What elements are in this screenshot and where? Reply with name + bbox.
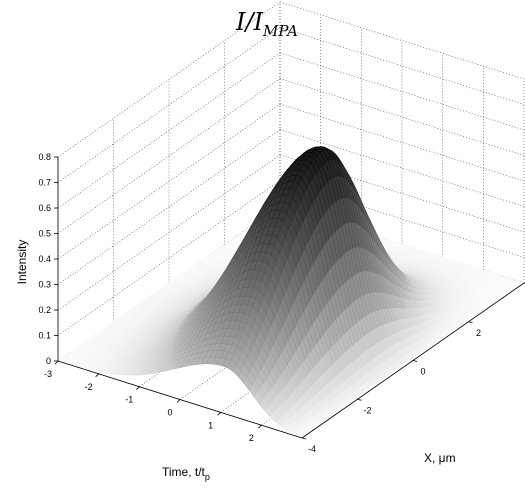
grid-line-back-wall-z-6 xyxy=(279,52,525,131)
x-tick-mark-0 xyxy=(54,360,59,365)
grid-line-back-wall-z-7 xyxy=(279,27,525,105)
z-tick-label-6: 0.6 xyxy=(38,203,51,213)
x-tick-label-2: -1 xyxy=(125,395,133,405)
z-tick-label-8: 0.8 xyxy=(38,152,51,162)
grid-line-left-wall-z-3 xyxy=(57,129,281,285)
grid-line-back-wall-z-5 xyxy=(279,78,525,156)
x-tick-label-0: -3 xyxy=(44,369,52,379)
surface-layer xyxy=(57,146,525,438)
z-tick-label-4: 0.4 xyxy=(38,254,51,264)
grid-line-left-wall-z-8 xyxy=(57,1,281,158)
x-axis-label-subscript: p xyxy=(205,472,210,482)
x-tick-mark-1 xyxy=(95,373,99,378)
z-tick-label-3: 0.3 xyxy=(38,280,51,290)
grid-line-left-wall-z-7 xyxy=(57,27,281,183)
z-tick-label-2: 0.2 xyxy=(38,305,51,315)
y-tick-label-3: 2 xyxy=(476,328,481,338)
x-tick-mark-4 xyxy=(217,412,221,416)
grid-line-back-wall-z-3 xyxy=(279,129,525,207)
grid-line-back-wall-z-8 xyxy=(279,1,525,80)
x-tick-mark-5 xyxy=(258,424,262,429)
grid-line-back-wall-z-4 xyxy=(279,103,525,182)
y-tick-label-0: -4 xyxy=(308,444,316,454)
x-tick-mark-2 xyxy=(136,386,140,390)
z-axis-label: Intensity xyxy=(15,240,29,285)
y-axis-label: X, μm xyxy=(424,451,456,465)
grid-line-left-wall-z-1 xyxy=(57,180,281,336)
x-axis-label: Time, t/tp xyxy=(162,465,210,482)
y-tick-mark-2 xyxy=(412,360,418,362)
z-tick-label-0: 0 xyxy=(46,356,51,366)
y-tick-mark-0 xyxy=(301,437,307,440)
z-tick-label-5: 0.5 xyxy=(38,229,51,239)
x-tick-mark-3 xyxy=(176,399,181,403)
x-axis-label-main: Time, t/t xyxy=(162,465,206,479)
y-tick-label-1: -2 xyxy=(363,405,371,415)
y-tick-label-2: 0 xyxy=(420,367,425,377)
y-tick-mark-3 xyxy=(468,321,473,324)
z-tick-label-1: 0.1 xyxy=(38,331,51,341)
grid-line-left-wall-z-5 xyxy=(57,78,281,234)
chart-title-main: I/I xyxy=(235,8,264,36)
tick-labels: 0 0.1 0.2 0.3 0.4 0.5 0.6 0.7 0.8 -3 -2 -1 0 1 2 -4 -2 0 2… xyxy=(38,152,525,454)
y-tick-mark-1 xyxy=(357,398,362,401)
chart-title: I/IMPA xyxy=(235,8,298,40)
x-tick-label-1: -2 xyxy=(85,382,93,392)
z-tick-label-7: 0.7 xyxy=(38,178,51,188)
x-tick-label-5: 2 xyxy=(249,433,254,443)
surface-patch-3311 xyxy=(296,432,306,438)
x-tick-label-4: 1 xyxy=(208,420,213,430)
x-tick-label-3: 0 xyxy=(167,408,172,418)
